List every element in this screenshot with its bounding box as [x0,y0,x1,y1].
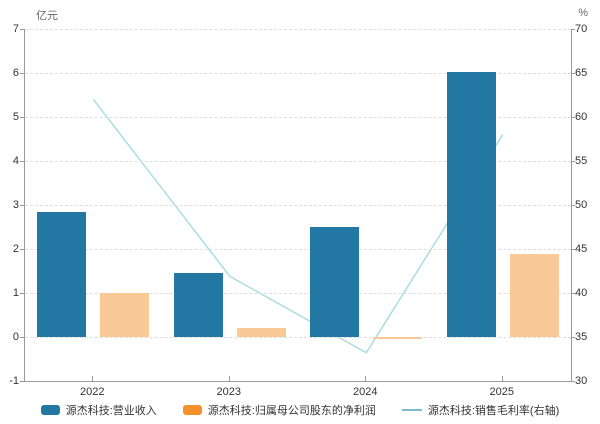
left-axis-tick-mark [20,381,24,382]
right-axis-tick-mark [571,249,575,250]
legend-line-swatch [401,409,422,411]
left-axis-tick-mark [20,293,24,294]
right-axis-tick-label: 30 [575,375,588,387]
legend: 源杰科技:营业收入 源杰科技:归属母公司股东的净利润 源杰科技:销售毛利率(右轴) [0,400,600,420]
gridline [25,337,571,338]
x-axis-tick-label: 2024 [353,386,378,398]
net-profit-bar [373,337,423,340]
gross-margin-line [92,98,504,354]
right-axis-tick-mark [571,337,575,338]
right-axis-tick-label: 55 [575,155,588,167]
gridline [25,249,571,250]
left-axis-tick-mark [20,29,24,30]
revenue-bar [173,273,223,337]
right-axis-tick-mark [571,205,575,206]
net-profit-bar [100,293,150,337]
left-axis-tick-label: 7 [12,23,19,35]
x-axis-tick-label: 2022 [80,386,105,398]
left-axis-tick-mark [20,73,24,74]
gridline [25,117,571,118]
right-axis-tick-label: 60 [575,111,588,123]
gridline [25,29,571,30]
revenue-bar [37,212,87,337]
left-axis-tick-mark [20,337,24,338]
x-axis-tick-mark [501,376,503,381]
x-axis-tick-mark [228,376,230,381]
right-axis-tick-mark [571,117,575,118]
right-axis-tick-mark [571,29,575,30]
left-axis-tick-label: 2 [12,243,19,255]
left-axis-tick-mark [20,161,24,162]
legend-item: 源杰科技:销售毛利率(右轴) [401,402,560,418]
plot-area [24,29,572,382]
x-axis-tick-mark [365,376,367,381]
left-axis-tick-mark [20,249,24,250]
x-axis-tick-label: 2025 [489,386,514,398]
legend-item-label: 源杰科技:销售毛利率(右轴) [427,405,560,417]
left-axis-tick-label: 0 [12,331,19,343]
right-axis-tick-label: 50 [575,199,588,211]
right-axis-tick-label: 40 [575,287,588,299]
right-axis-tick-label: 70 [575,23,588,35]
gridline [25,73,571,74]
right-axis-unit-label: % [578,7,588,19]
gridline [25,293,571,294]
right-axis-tick-mark [571,293,575,294]
left-axis-tick-label: 4 [12,155,19,167]
legend-item-label: 源杰科技:营业收入 [65,405,157,417]
legend-bar-swatch [40,405,60,415]
legend-item: 源杰科技:营业收入 [40,402,157,418]
revenue-bar [446,72,496,337]
left-axis-tick-mark [20,205,24,206]
gridline [25,205,571,206]
net-profit-bar [236,328,286,337]
right-axis-tick-label: 45 [575,243,588,255]
legend-bar-swatch [182,405,202,415]
gridline [25,161,571,162]
left-axis-tick-label: -1 [9,375,19,387]
right-axis-tick-label: 35 [575,331,588,343]
left-axis-tick-label: 3 [12,199,19,211]
left-axis-tick-label: 1 [12,287,19,299]
revenue-bar [310,227,360,337]
x-axis-tick-mark [92,376,94,381]
right-axis-tick-mark [571,73,575,74]
legend-item-label: 源杰科技:归属母公司股东的净利润 [207,405,376,417]
right-axis-tick-mark [571,161,575,162]
left-axis-tick-label: 5 [12,111,19,123]
right-axis-tick-mark [571,381,575,382]
net-profit-bar [509,253,559,337]
x-axis-tick-label: 2023 [216,386,241,398]
right-axis-tick-label: 65 [575,67,588,79]
legend-item: 源杰科技:归属母公司股东的净利润 [182,402,376,418]
left-axis-tick-label: 6 [12,67,19,79]
left-axis-tick-mark [20,117,24,118]
left-axis-unit-label: 亿元 [36,10,58,22]
gross-margin-line-layer [92,98,504,354]
